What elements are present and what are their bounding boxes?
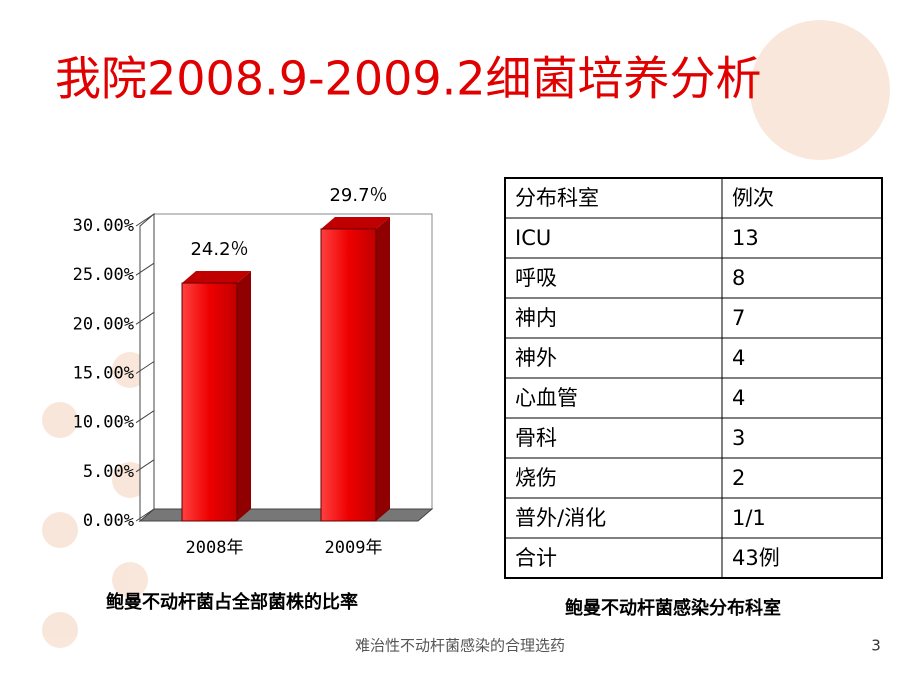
table-cell: 神内: [515, 306, 557, 330]
data-label: 24.2％: [190, 239, 248, 260]
y-tick-label: 5.00%: [83, 462, 134, 482]
x-tick-label: 2009年: [325, 538, 383, 558]
tick-mark: [135, 508, 155, 522]
table-cell: 普外/消化: [515, 506, 606, 530]
tick-mark: [135, 459, 155, 473]
table-cell: 7: [732, 306, 745, 330]
table-cell: 神外: [515, 346, 557, 370]
table: 分布科室 例次 ICU 13 呼吸 8 神内 7 神外 4 心血管 4 骨科 3 烧伤 2 普外/消化 1/1 合计…: [504, 177, 883, 579]
bar-top: [182, 271, 251, 284]
y-tick-label: 10.00%: [73, 413, 134, 433]
y-tick-label: 30.00%: [73, 216, 134, 236]
data-label: 29.7％: [329, 185, 387, 206]
tick-mark: [135, 262, 155, 276]
table-cell: 43例: [732, 546, 780, 570]
bar-side: [376, 216, 390, 521]
x-tick-label: 2008年: [186, 538, 244, 558]
table-cell: 心血管: [515, 386, 578, 410]
y-tick-label: 25.00%: [73, 265, 134, 285]
table-cell: 4: [732, 386, 745, 410]
table-cell: 3: [732, 426, 745, 450]
bar-side: [237, 271, 251, 521]
slide-title: 我院2008.9-2009.2细菌培养分析: [55, 52, 762, 106]
chart-caption: 鲍曼不动杆菌占全部菌株的比率: [106, 591, 358, 613]
table-cell: 13: [732, 226, 759, 250]
tick-mark: [135, 213, 155, 227]
page-number: 3: [871, 637, 881, 655]
y-tick-label: 15.00%: [73, 364, 134, 384]
bar-top: [321, 216, 390, 229]
table-cell: 例次: [732, 186, 774, 210]
tick-mark: [135, 361, 155, 374]
y-tick-label: 20.00%: [73, 314, 134, 334]
table-cell: 呼吸: [515, 266, 557, 290]
table-cell: 1/1: [732, 506, 766, 530]
chart: 0.00% 5.00% 10.00% 15.00% 20.00% 25.00% 30.00%…: [73, 185, 434, 558]
bar: [320, 228, 377, 522]
table-cell: 4: [732, 346, 745, 370]
table-cell: ICU: [515, 226, 551, 250]
table-cell: 分布科室: [515, 186, 599, 210]
side-wall: [139, 212, 155, 523]
footer: 难治性不动杆菌感染的合理选药: [355, 637, 565, 655]
table-cell: 合计: [515, 546, 557, 570]
tick-mark: [135, 410, 155, 424]
table-cell: 烧伤: [515, 466, 557, 490]
decoration: [42, 20, 890, 648]
table-cell: 8: [732, 266, 745, 290]
tick-mark: [135, 311, 155, 325]
table-cell: 2: [732, 466, 745, 490]
y-tick-label: 0.00%: [83, 511, 134, 531]
bar: [181, 282, 238, 522]
table-caption: 鲍曼不动杆菌感染分布科室: [565, 597, 781, 619]
table-cell: 骨科: [515, 426, 557, 450]
